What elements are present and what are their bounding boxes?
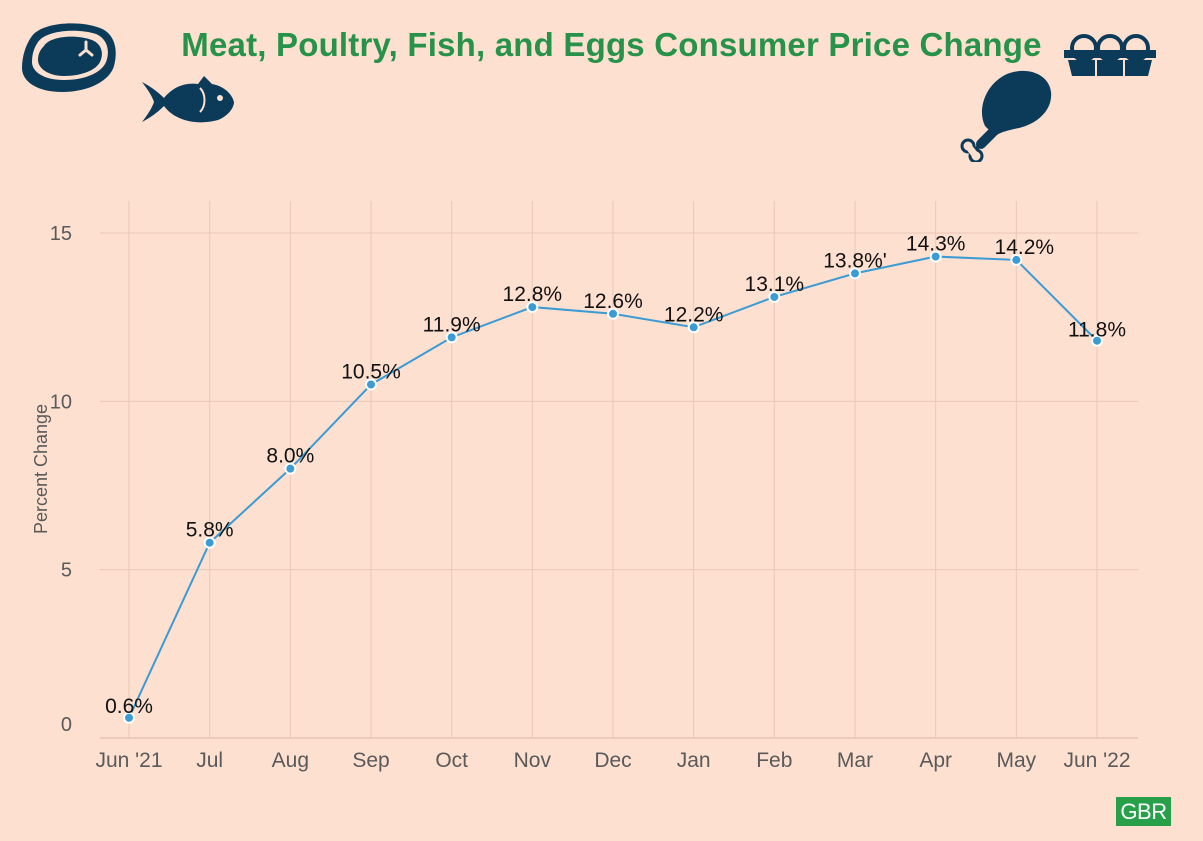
data-label: 14.3% [906, 233, 966, 256]
eggs-icon [1064, 34, 1156, 76]
data-point [929, 250, 942, 263]
fish-icon [142, 76, 234, 123]
data-label: 5.8% [186, 519, 234, 542]
data-label: 14.2% [995, 236, 1055, 259]
data-label: 0.6% [105, 695, 153, 718]
y-tick-label: 10 [50, 391, 72, 413]
x-tick-label: Feb [756, 749, 792, 772]
x-tick-label: Jun '22 [1063, 749, 1130, 772]
x-tick-label: Jul [196, 749, 223, 772]
data-label: 11.9% [423, 313, 481, 336]
data-point [849, 267, 861, 280]
x-tick-label: May [996, 749, 1036, 772]
data-label: 13.1% [745, 273, 805, 296]
data-point [1010, 253, 1023, 266]
data-point [284, 462, 297, 475]
x-tick-label: Aug [272, 749, 309, 772]
x-tick-label: Jan [677, 749, 711, 772]
series [123, 250, 1103, 724]
data-label: 8.0% [266, 445, 314, 468]
y-axis-title: Percent Change [31, 404, 51, 534]
steak-icon [22, 23, 116, 93]
x-tick-label: Sep [352, 749, 389, 772]
data-label: 12.8% [503, 283, 563, 306]
data-point [365, 378, 377, 391]
y-tick-label: 0 [61, 714, 72, 736]
data-point [203, 536, 216, 549]
data-label: 11.8% [1068, 319, 1126, 342]
brand-logo: GBR [1116, 797, 1171, 826]
data-point [123, 711, 135, 724]
data-point [1091, 334, 1103, 347]
x-tick-label: Mar [837, 749, 873, 772]
data-label: 12.2% [664, 303, 724, 326]
data-labels: 0.6% 5.8% 8.0% 10.5% 11.9% 12.8% 12.6% 12.2% 13.… [105, 233, 1126, 718]
data-point [526, 301, 539, 314]
chart-title: Meat, Poultry, Fish, and Eggs Consumer P… [181, 26, 1042, 63]
data-point [687, 321, 700, 334]
data-label: 12.6% [583, 290, 643, 313]
axes: 0 5 10 15 Jun '21 Jul Aug Sep Oct Nov Dec Jan Feb Mar… [31, 223, 1138, 772]
x-tick-label: Jun '21 [95, 749, 162, 772]
drumstick-icon [960, 70, 1052, 162]
data-label: 10.5% [341, 361, 401, 384]
x-tick-label: Oct [435, 749, 468, 772]
data-point [445, 331, 458, 344]
x-tick-label: Dec [594, 749, 631, 772]
data-point [768, 290, 781, 303]
y-tick-label: 5 [61, 560, 72, 582]
data-point [607, 307, 619, 320]
grid [100, 201, 1138, 738]
data-label: 13.8%' [823, 249, 887, 272]
y-tick-label: 15 [50, 223, 72, 245]
x-tick-label: Apr [919, 749, 952, 772]
x-tick-label: Nov [514, 749, 552, 772]
